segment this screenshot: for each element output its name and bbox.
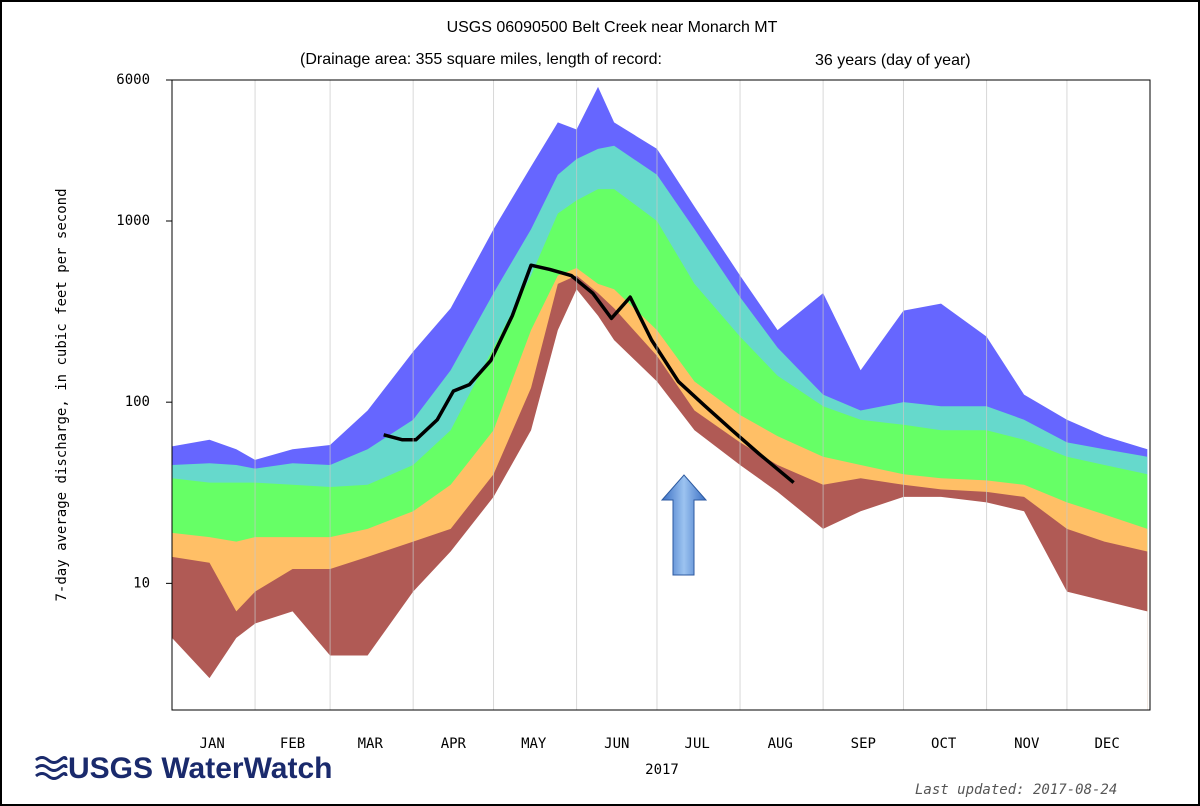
y-tick-label: 6000 bbox=[116, 72, 150, 88]
arrow bbox=[660, 474, 708, 576]
chart-title: USGS 06090500 Belt Creek near Monarch MT bbox=[447, 19, 778, 36]
y-tick-label: 1000 bbox=[116, 213, 150, 229]
logo-text: USGS WaterWatch bbox=[68, 752, 332, 785]
last-updated: Last updated: 2017-08-24 bbox=[915, 782, 1117, 798]
x-tick-label: AUG bbox=[768, 736, 793, 752]
x-axis-label: 2017 bbox=[645, 762, 679, 778]
x-tick-label: MAR bbox=[358, 736, 384, 752]
current-year-line bbox=[383, 263, 795, 484]
y-tick-label: 10 bbox=[133, 575, 150, 591]
y-axis-label: 7-day average discharge, in cubic feet p… bbox=[54, 188, 70, 601]
plot-border bbox=[171, 79, 1151, 711]
y-tick-label: 100 bbox=[125, 394, 150, 410]
x-tick-label: JUN bbox=[604, 736, 629, 752]
x-tick-label: MAY bbox=[521, 736, 547, 752]
plot-area bbox=[171, 80, 1151, 711]
x-tick-label: JAN bbox=[200, 736, 225, 752]
chart-subtitle: (Drainage area: 355 square miles, length… bbox=[300, 51, 662, 68]
x-tick-label: APR bbox=[441, 736, 467, 752]
x-tick-label: SEP bbox=[851, 736, 876, 752]
x-tick-label: FEB bbox=[280, 736, 305, 752]
annotation-box bbox=[795, 44, 1060, 76]
x-tick-label: NOV bbox=[1014, 736, 1040, 752]
logo-icon bbox=[35, 756, 68, 780]
x-tick-label: JUL bbox=[685, 736, 710, 752]
annotation: 36 years (day of year) bbox=[815, 52, 971, 69]
x-tick-label: OCT bbox=[931, 736, 957, 752]
x-tick-label: DEC bbox=[1094, 736, 1119, 752]
